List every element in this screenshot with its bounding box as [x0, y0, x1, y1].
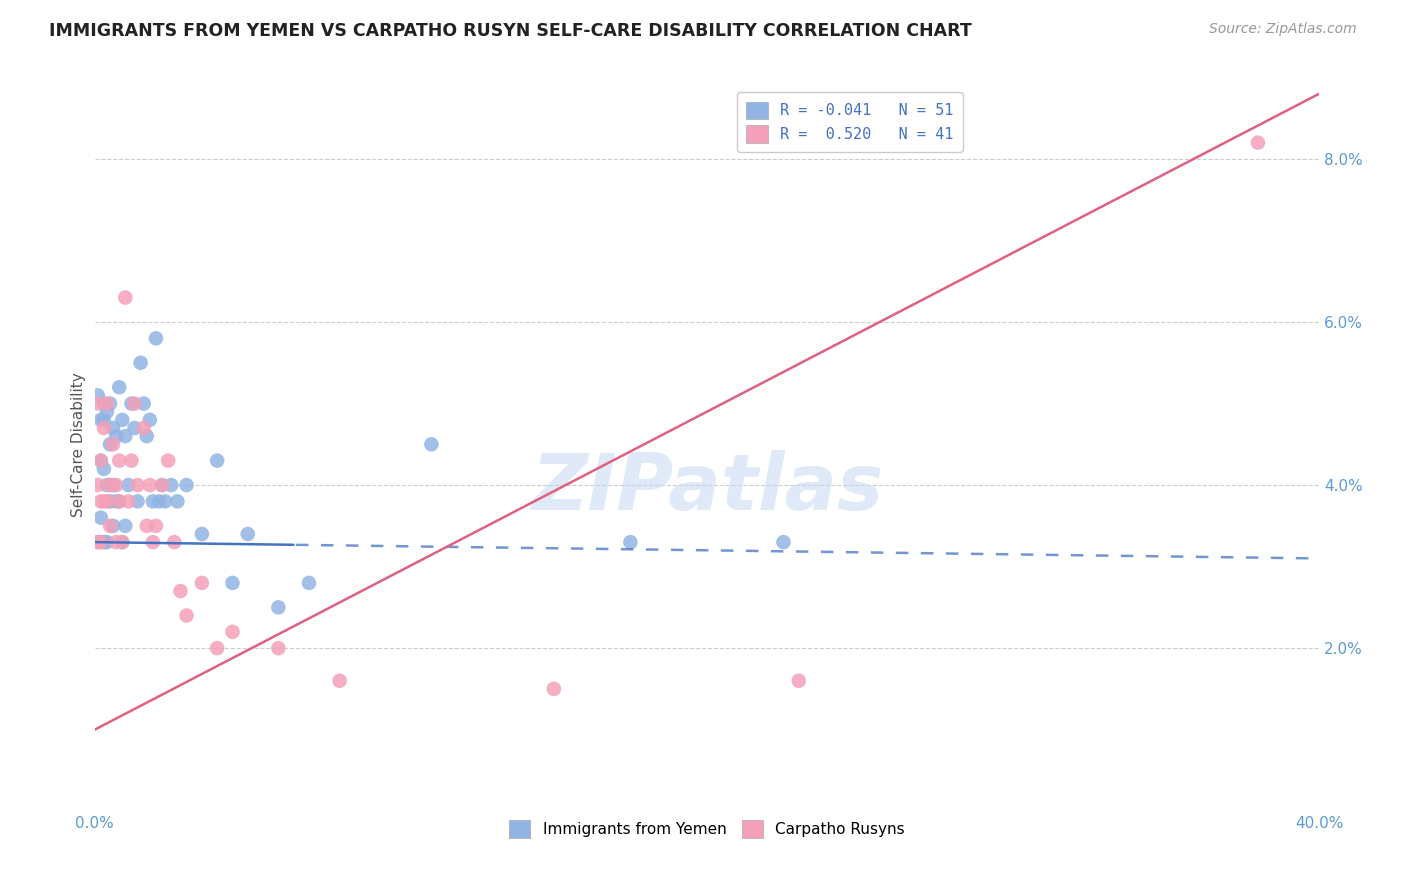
Point: [90, 453, 112, 467]
Point: [93, 535, 115, 549]
Point: [87, 396, 110, 410]
Point: [176, 608, 198, 623]
Point: [93, 421, 115, 435]
Point: [101, 437, 124, 451]
Point: [619, 535, 641, 549]
Point: [108, 494, 131, 508]
Point: [114, 429, 136, 443]
Point: [132, 421, 155, 435]
Point: [96, 535, 118, 549]
Point: [124, 421, 146, 435]
Point: [298, 575, 321, 590]
Point: [93, 396, 115, 410]
Point: [139, 413, 162, 427]
Point: [160, 478, 183, 492]
Point: [267, 641, 290, 656]
Point: [236, 527, 259, 541]
Point: [163, 535, 186, 549]
Legend: Immigrants from Yemen, Carpatho Rusyns: Immigrants from Yemen, Carpatho Rusyns: [503, 814, 911, 844]
Point: [90, 510, 112, 524]
Point: [105, 494, 128, 508]
Point: [145, 331, 167, 345]
Point: [157, 453, 180, 467]
Point: [166, 494, 188, 508]
Point: [117, 478, 139, 492]
Point: [117, 494, 139, 508]
Point: [120, 396, 142, 410]
Text: IMMIGRANTS FROM YEMEN VS CARPATHO RUSYN SELF-CARE DISABILITY CORRELATION CHART: IMMIGRANTS FROM YEMEN VS CARPATHO RUSYN …: [49, 22, 972, 40]
Point: [787, 673, 810, 688]
Y-axis label: Self-Care Disability: Self-Care Disability: [72, 372, 86, 516]
Point: [98, 437, 121, 451]
Point: [191, 527, 214, 541]
Point: [329, 673, 352, 688]
Point: [96, 478, 118, 492]
Text: ZIPatlas: ZIPatlas: [531, 450, 883, 526]
Point: [98, 519, 121, 533]
Point: [150, 478, 173, 492]
Point: [169, 584, 191, 599]
Point: [127, 478, 149, 492]
Point: [772, 535, 794, 549]
Point: [87, 535, 110, 549]
Point: [93, 413, 115, 427]
Point: [101, 421, 124, 435]
Point: [205, 453, 228, 467]
Point: [105, 478, 128, 492]
Point: [127, 494, 149, 508]
Point: [96, 494, 118, 508]
Point: [87, 535, 110, 549]
Point: [93, 494, 115, 508]
Point: [105, 535, 128, 549]
Point: [87, 478, 110, 492]
Point: [111, 535, 134, 549]
Point: [114, 519, 136, 533]
Point: [101, 519, 124, 533]
Point: [135, 429, 157, 443]
Point: [1247, 136, 1270, 150]
Point: [129, 356, 152, 370]
Point: [142, 535, 165, 549]
Point: [111, 535, 134, 549]
Point: [132, 396, 155, 410]
Point: [96, 396, 118, 410]
Point: [145, 519, 167, 533]
Point: [420, 437, 443, 451]
Point: [93, 462, 115, 476]
Point: [101, 478, 124, 492]
Point: [153, 494, 176, 508]
Point: [191, 575, 214, 590]
Point: [114, 291, 136, 305]
Point: [108, 380, 131, 394]
Point: [87, 388, 110, 402]
Point: [90, 413, 112, 427]
Point: [98, 396, 121, 410]
Point: [108, 453, 131, 467]
Point: [108, 494, 131, 508]
Point: [111, 413, 134, 427]
Point: [148, 494, 170, 508]
Point: [90, 535, 112, 549]
Point: [96, 405, 118, 419]
Point: [139, 478, 162, 492]
Point: [221, 575, 243, 590]
Point: [90, 453, 112, 467]
Point: [98, 478, 121, 492]
Point: [124, 396, 146, 410]
Point: [135, 519, 157, 533]
Point: [120, 453, 142, 467]
Text: Source: ZipAtlas.com: Source: ZipAtlas.com: [1209, 22, 1357, 37]
Point: [150, 478, 173, 492]
Point: [142, 494, 165, 508]
Point: [543, 681, 565, 696]
Point: [205, 641, 228, 656]
Point: [90, 494, 112, 508]
Point: [176, 478, 198, 492]
Point: [221, 624, 243, 639]
Point: [105, 429, 128, 443]
Point: [98, 494, 121, 508]
Point: [267, 600, 290, 615]
